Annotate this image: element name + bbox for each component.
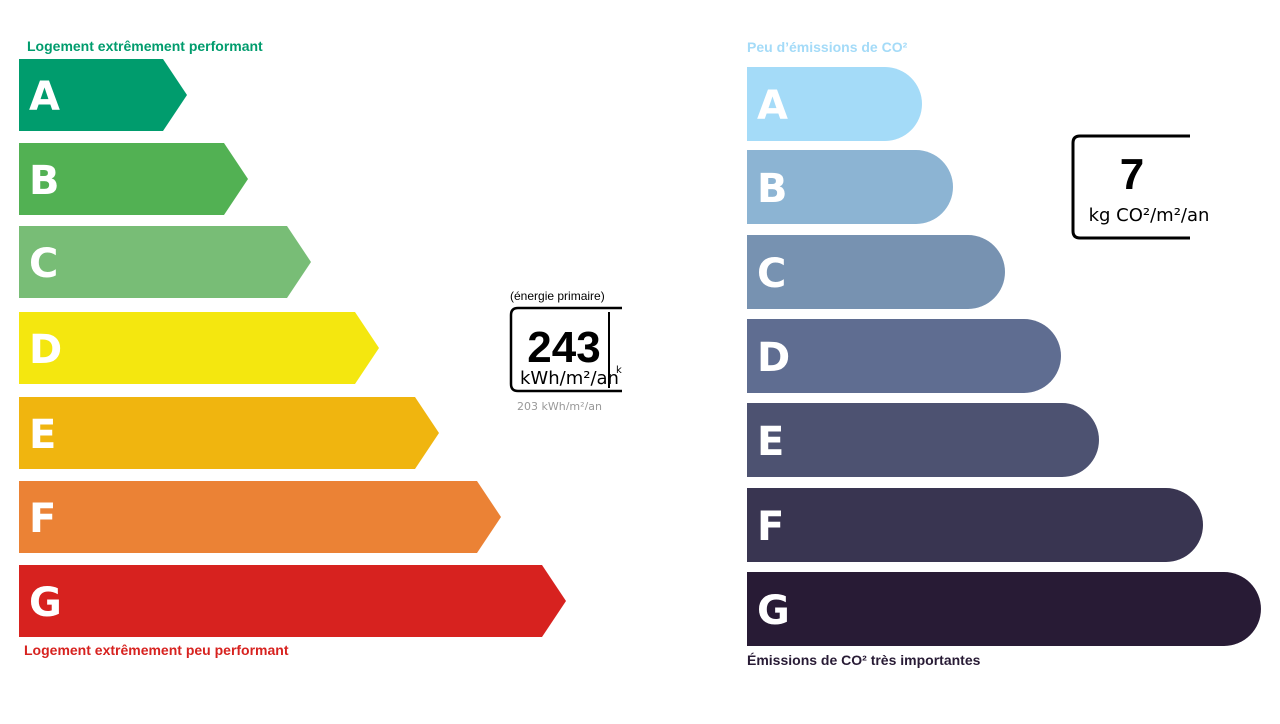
energy-class-letter: G xyxy=(29,580,62,626)
energy-overflow-text: k xyxy=(616,365,622,376)
energy-bar xyxy=(19,226,311,298)
climate-bottom-label: Émissions de CO² très importantes xyxy=(747,652,981,668)
climate-box-frame xyxy=(1071,134,1190,240)
energy-class-letter: C xyxy=(29,241,58,287)
climate-bar xyxy=(747,67,922,141)
energy-class-letter: B xyxy=(29,158,60,204)
energy-class-letter: D xyxy=(29,327,62,373)
energy-bar xyxy=(19,143,248,215)
climate-class-letter: B xyxy=(757,166,788,212)
climate-bar xyxy=(747,319,1061,393)
climate-class-letter: G xyxy=(757,588,790,634)
energy-bar xyxy=(19,59,187,131)
energy-unit: kWh/m²/an xyxy=(520,368,619,389)
energy-class-letter: F xyxy=(29,496,56,542)
energy-bar xyxy=(19,565,566,637)
climate-class-letter: E xyxy=(757,419,784,465)
energy-value: 243 xyxy=(527,323,600,372)
climate-class-letter: A xyxy=(757,83,788,129)
energy-bottom-label: Logement extrêmement peu performant xyxy=(24,642,289,658)
climate-bar xyxy=(747,150,953,224)
climate-bar xyxy=(747,403,1099,477)
climate-top-label: Peu d’émissions de CO² xyxy=(747,39,908,55)
climate-value: 7 xyxy=(1120,150,1144,199)
energy-bar xyxy=(19,312,379,384)
climate-bar xyxy=(747,488,1203,562)
energy-below-text: 203 kWh/m²/an xyxy=(517,400,602,413)
energy-top-label: Logement extrêmement performant xyxy=(27,38,263,54)
energy-class-letter: A xyxy=(29,74,60,120)
energy-box-frame xyxy=(509,306,622,393)
climate-bar xyxy=(747,235,1005,309)
climate-bar xyxy=(747,572,1261,646)
energy-caption: (énergie primaire) xyxy=(510,289,605,303)
climate-class-letter: D xyxy=(757,335,790,381)
climate-class-letter: F xyxy=(757,504,784,550)
climate-class-letter: C xyxy=(757,251,786,297)
energy-value-box: (énergie primaire) 243 kWh/m²/an k 203 k… xyxy=(509,289,622,413)
climate-unit: kg CO²/m²/an xyxy=(1089,205,1210,226)
energy-bar xyxy=(19,481,501,553)
energy-bar xyxy=(19,397,439,469)
climate-value-box: 7 kg CO²/m²/an xyxy=(1071,134,1210,240)
energy-class-letter: E xyxy=(29,412,56,458)
